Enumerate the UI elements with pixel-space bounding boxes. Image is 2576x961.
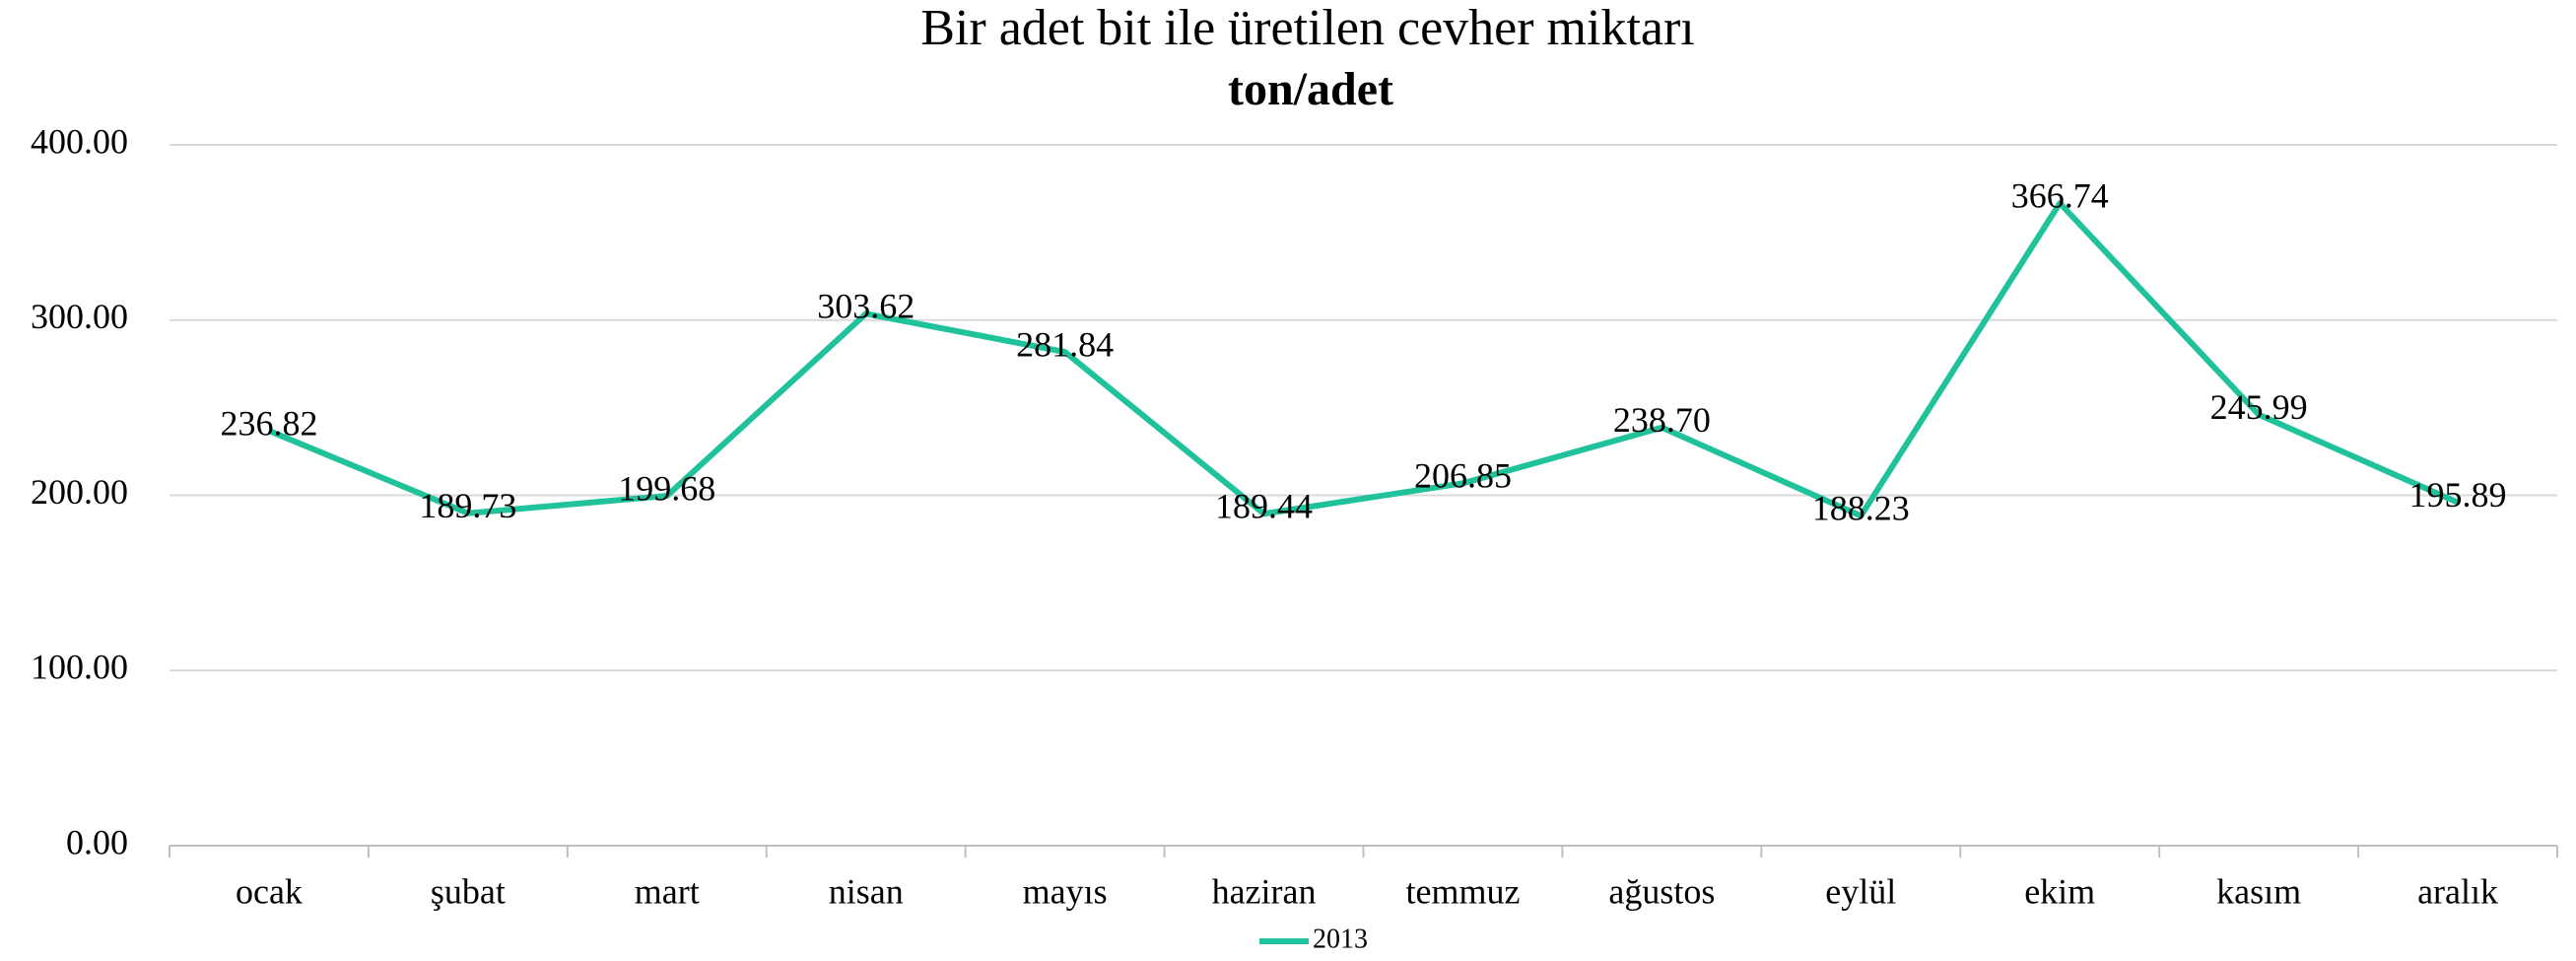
data-label: 238.70 — [1613, 400, 1711, 440]
data-label: 366.74 — [2011, 175, 2109, 215]
data-label: 188.23 — [1812, 489, 1910, 528]
data-label: 195.89 — [2409, 475, 2507, 515]
x-tick-label: temmuz — [1405, 871, 1520, 911]
x-tick-label: kasım — [2216, 871, 2301, 911]
chart-title: Bir adet bit ile üretilen cevher miktarı — [920, 0, 1694, 56]
line-series — [267, 200, 2460, 519]
data-label: 199.68 — [618, 468, 715, 508]
data-label: 236.82 — [220, 403, 317, 443]
y-tick-label: 300.00 — [31, 297, 128, 336]
y-tick-label: 0.00 — [66, 822, 128, 861]
x-tick-label: ocak — [236, 871, 303, 911]
data-label: 189.73 — [419, 486, 516, 525]
x-tick-label: aralık — [2417, 871, 2498, 911]
x-tick-label: mart — [635, 871, 700, 911]
y-tick-label: 100.00 — [31, 648, 128, 687]
data-label: 206.85 — [1414, 456, 1512, 496]
x-tick-label: şubat — [431, 871, 506, 911]
x-tick-label: mayıs — [1023, 871, 1108, 911]
data-label: 303.62 — [817, 287, 915, 326]
data-label: 189.44 — [1215, 487, 1313, 526]
x-tick-label: haziran — [1212, 871, 1317, 911]
x-tick-label: eylül — [1825, 871, 1896, 911]
x-tick-label: nisan — [829, 871, 904, 911]
chart-subtitle: ton/adet — [1228, 63, 1393, 115]
data-label: 245.99 — [2210, 387, 2308, 427]
y-tick-label: 400.00 — [31, 121, 128, 161]
x-tick-label: ekim — [2024, 871, 2095, 911]
legend-label: 2013 — [1313, 924, 1368, 954]
x-tick-label: ağustos — [1608, 871, 1715, 911]
y-tick-label: 200.00 — [31, 472, 128, 512]
data-label: 281.84 — [1016, 324, 1114, 364]
